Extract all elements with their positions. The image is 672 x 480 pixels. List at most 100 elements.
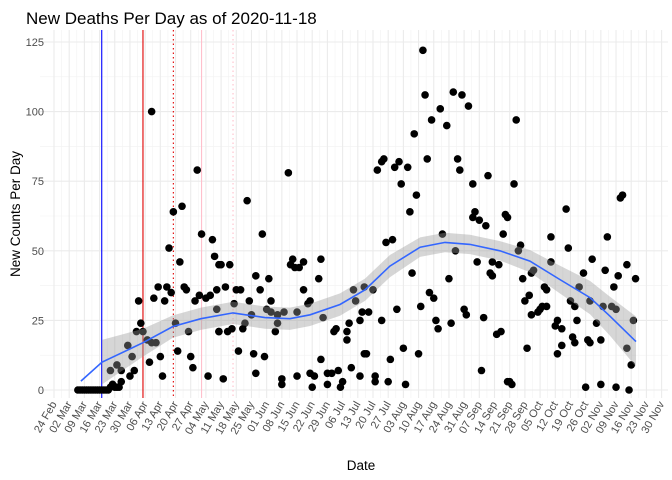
data-point bbox=[449, 88, 458, 96]
data-point bbox=[514, 247, 523, 255]
data-point bbox=[327, 369, 336, 378]
data-point bbox=[147, 107, 156, 116]
data-point bbox=[351, 297, 360, 305]
data-point bbox=[482, 221, 490, 230]
data-point bbox=[518, 274, 527, 283]
y-tick-label: 75 bbox=[32, 176, 44, 188]
data-point bbox=[278, 380, 286, 389]
data-point bbox=[410, 130, 419, 138]
data-point bbox=[416, 302, 425, 311]
data-point bbox=[215, 327, 223, 336]
data-point bbox=[384, 377, 392, 386]
data-point bbox=[137, 319, 145, 327]
data-point bbox=[134, 297, 143, 305]
data-point bbox=[592, 319, 601, 327]
data-point bbox=[377, 316, 386, 325]
data-point bbox=[225, 260, 234, 269]
data-point bbox=[260, 352, 269, 361]
data-point bbox=[347, 363, 356, 372]
data-point bbox=[345, 319, 353, 327]
data-point bbox=[373, 166, 382, 174]
data-point bbox=[523, 344, 531, 353]
data-point bbox=[427, 116, 436, 124]
data-point bbox=[434, 324, 442, 333]
data-point bbox=[186, 352, 195, 361]
data-point bbox=[132, 327, 141, 336]
data-point bbox=[597, 380, 605, 389]
data-point bbox=[451, 247, 460, 255]
data-point bbox=[165, 244, 173, 252]
data-point bbox=[547, 258, 555, 266]
data-point bbox=[473, 258, 481, 266]
data-point bbox=[610, 283, 618, 291]
data-point bbox=[299, 285, 308, 294]
data-point bbox=[445, 274, 453, 283]
data-point bbox=[245, 297, 254, 305]
data-point bbox=[189, 363, 197, 372]
data-point bbox=[293, 308, 301, 316]
data-point bbox=[221, 283, 230, 291]
data-point bbox=[243, 196, 251, 205]
data-point bbox=[117, 377, 126, 386]
data-point bbox=[564, 244, 573, 252]
data-point bbox=[163, 283, 171, 291]
data-point bbox=[156, 352, 165, 361]
data-point bbox=[542, 302, 551, 311]
data-point bbox=[314, 274, 323, 283]
data-point bbox=[128, 352, 136, 361]
data-point bbox=[462, 311, 471, 319]
data-point bbox=[469, 180, 477, 188]
data-point bbox=[616, 194, 625, 202]
data-point bbox=[126, 372, 134, 380]
data-point bbox=[408, 269, 416, 277]
data-point bbox=[364, 308, 373, 316]
data-point bbox=[499, 230, 507, 238]
data-point bbox=[273, 319, 282, 327]
data-point bbox=[601, 266, 609, 275]
data-point bbox=[542, 285, 551, 294]
data-point bbox=[191, 297, 199, 305]
data-point bbox=[471, 208, 479, 216]
data-point bbox=[152, 338, 160, 347]
data-point bbox=[503, 213, 512, 222]
data-point bbox=[154, 283, 162, 291]
data-point bbox=[612, 305, 620, 314]
data-point bbox=[278, 375, 286, 383]
data-point bbox=[557, 324, 566, 333]
data-point bbox=[382, 238, 390, 247]
data-point bbox=[308, 383, 317, 392]
data-point bbox=[228, 324, 236, 333]
y-tick-label: 50 bbox=[32, 246, 44, 258]
data-point bbox=[412, 191, 421, 199]
data-point bbox=[343, 336, 351, 344]
smooth-line bbox=[80, 241, 637, 382]
data-point bbox=[614, 272, 622, 280]
data-point bbox=[178, 202, 186, 211]
data-point bbox=[497, 327, 505, 336]
data-point bbox=[252, 272, 260, 280]
data-point bbox=[184, 327, 193, 336]
data-point bbox=[306, 297, 314, 305]
data-point bbox=[453, 155, 462, 163]
data-point bbox=[317, 355, 325, 364]
data-point bbox=[425, 288, 434, 297]
data-point bbox=[475, 216, 484, 224]
data-point bbox=[455, 166, 464, 174]
data-point bbox=[160, 297, 169, 305]
data-point bbox=[477, 366, 486, 375]
data-point bbox=[380, 155, 388, 163]
data-point bbox=[150, 294, 158, 302]
data-point bbox=[442, 121, 451, 130]
data-point bbox=[495, 260, 503, 269]
data-point bbox=[527, 269, 536, 277]
data-point bbox=[284, 169, 293, 177]
data-point bbox=[204, 372, 212, 380]
data-point bbox=[508, 380, 516, 389]
data-point bbox=[557, 341, 566, 350]
data-point bbox=[356, 372, 364, 380]
data-point bbox=[167, 288, 175, 297]
data-point bbox=[395, 157, 403, 166]
data-point bbox=[169, 208, 178, 216]
y-tick-label: 25 bbox=[32, 315, 44, 327]
